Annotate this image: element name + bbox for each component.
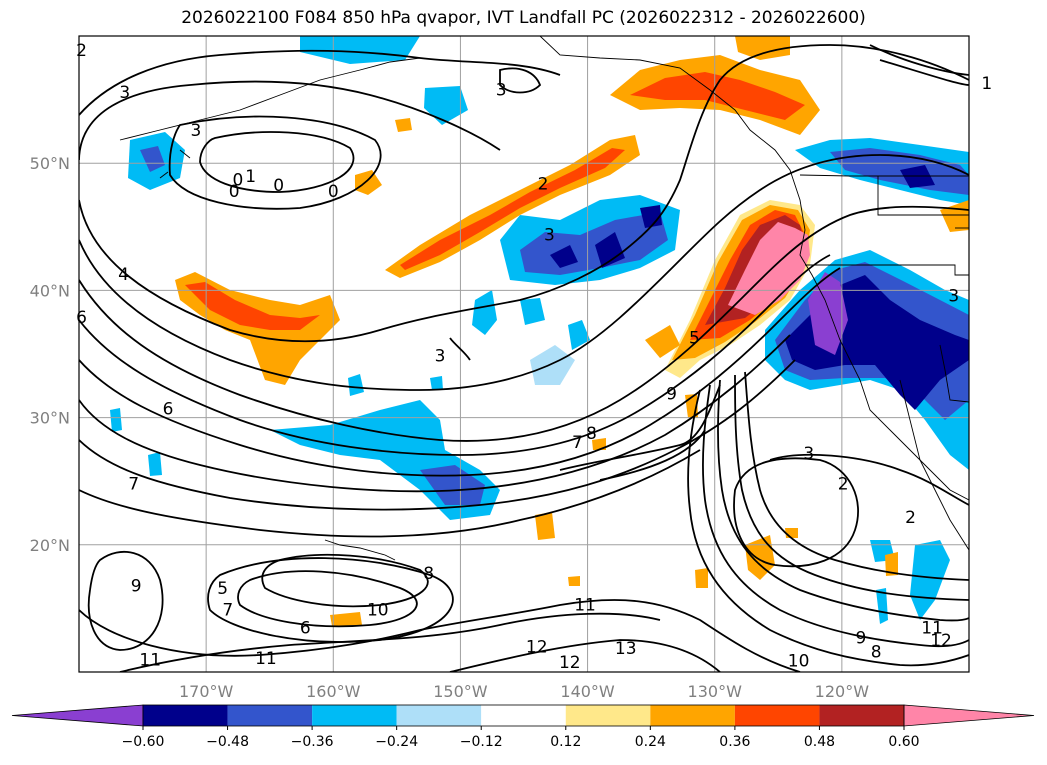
contour-label: 7 xyxy=(572,433,583,453)
contour-label: 12 xyxy=(930,631,952,651)
coastlines xyxy=(119,36,969,561)
contour-label: 0 xyxy=(233,171,244,191)
colorbar-segment xyxy=(481,705,566,726)
lon-tick-label: 140°W xyxy=(560,682,615,701)
colorbar-label: −0.12 xyxy=(460,734,503,750)
colorbar-segment xyxy=(565,705,651,726)
contour-label: 5 xyxy=(689,328,700,348)
contour-label: 3 xyxy=(496,80,507,100)
contour-label: 9 xyxy=(856,629,867,649)
colorbar-segment xyxy=(819,705,904,726)
contour-label: 3 xyxy=(948,286,959,306)
contour-label: 6 xyxy=(76,308,87,328)
colorbar-label: 0.60 xyxy=(888,734,919,750)
contour-label: 9 xyxy=(131,577,142,597)
map-frame xyxy=(78,35,970,673)
lat-tick-label: 30°N xyxy=(30,409,70,428)
contour-label: 4 xyxy=(118,265,129,285)
longitude-labels: 170°W 160°W 150°W 140°W 130°W 120°W xyxy=(179,682,869,701)
contour-label: 3 xyxy=(435,346,446,366)
contour-label: 2 xyxy=(905,508,916,528)
colorbar-extend-high xyxy=(903,704,1035,727)
lon-tick-label: 160°W xyxy=(306,682,361,701)
contour-label: 6 xyxy=(163,400,174,420)
contour-lines xyxy=(79,44,969,672)
contour-label: 6 xyxy=(300,618,311,638)
contour-label: 2 xyxy=(538,175,549,195)
moisture-shading xyxy=(110,36,969,626)
colorbar: −0.60 −0.48 −0.36 −0.24 −0.12 0.12 0.24 0.36 0.4… xyxy=(11,704,1035,750)
contour-label: 10 xyxy=(367,601,389,621)
colorbar-outline xyxy=(142,704,905,727)
contour-label: 8 xyxy=(423,564,434,584)
latitude-labels: 20°N 30°N 40°N 50°N xyxy=(30,154,70,555)
contour-label: 9 xyxy=(666,384,677,404)
contour-label: 10 xyxy=(788,652,810,672)
colorbar-label: −0.36 xyxy=(291,734,334,750)
lat-tick-label: 50°N xyxy=(30,154,70,173)
colorbar-label: −0.60 xyxy=(122,734,165,750)
lon-tick-label: 170°W xyxy=(179,682,234,701)
contour-label: 3 xyxy=(544,225,555,245)
contour-label: 11 xyxy=(921,618,943,638)
colorbar-segment xyxy=(143,705,228,726)
contour-label: 2 xyxy=(76,41,87,61)
lat-tick-label: 20°N xyxy=(30,536,70,555)
colorbar-segment xyxy=(227,705,313,726)
contour-label: 12 xyxy=(559,653,581,673)
contour-label: 12 xyxy=(526,638,548,658)
colorbar-label: −0.48 xyxy=(206,734,249,750)
map-title: 2026022100 F084 850 hPa qvapor, IVT Land… xyxy=(181,8,866,28)
contour-label: 0 xyxy=(229,182,240,202)
contour-label: 5 xyxy=(217,579,228,599)
colorbar-label: 0.24 xyxy=(635,734,666,750)
contour-label: 1 xyxy=(245,167,256,187)
lon-tick-label: 150°W xyxy=(433,682,488,701)
colorbar-label: 0.48 xyxy=(804,734,835,750)
contour-label: 1 xyxy=(981,74,992,94)
contour-label: 0 xyxy=(273,176,284,196)
colorbar-segment xyxy=(650,705,735,726)
contour-label: 3 xyxy=(803,444,814,464)
colorbar-label: 0.12 xyxy=(550,734,581,750)
contour-label: 8 xyxy=(586,424,597,444)
lon-tick-label: 120°W xyxy=(815,682,870,701)
colorbar-segment xyxy=(734,705,820,726)
colorbar-segment xyxy=(312,705,397,726)
contour-label: 11 xyxy=(139,650,161,670)
colorbar-label: −0.24 xyxy=(375,734,418,750)
contour-label: 0 xyxy=(328,182,339,202)
contour-label: 2 xyxy=(838,475,849,495)
lat-tick-label: 40°N xyxy=(30,281,70,300)
contour-label: 11 xyxy=(574,596,596,616)
contour-label: 11 xyxy=(255,649,277,669)
colorbar-segment xyxy=(396,705,482,726)
colorbar-extend-low xyxy=(11,704,144,727)
contour-label: 7 xyxy=(222,601,233,621)
contour-label: 13 xyxy=(615,639,637,659)
colorbar-label: 0.36 xyxy=(719,734,750,750)
contour-label: 3 xyxy=(191,121,202,141)
contour-label: 3 xyxy=(119,83,130,103)
contour-label: 7 xyxy=(128,475,139,495)
contour-label: 8 xyxy=(871,643,882,663)
lon-tick-label: 130°W xyxy=(688,682,743,701)
